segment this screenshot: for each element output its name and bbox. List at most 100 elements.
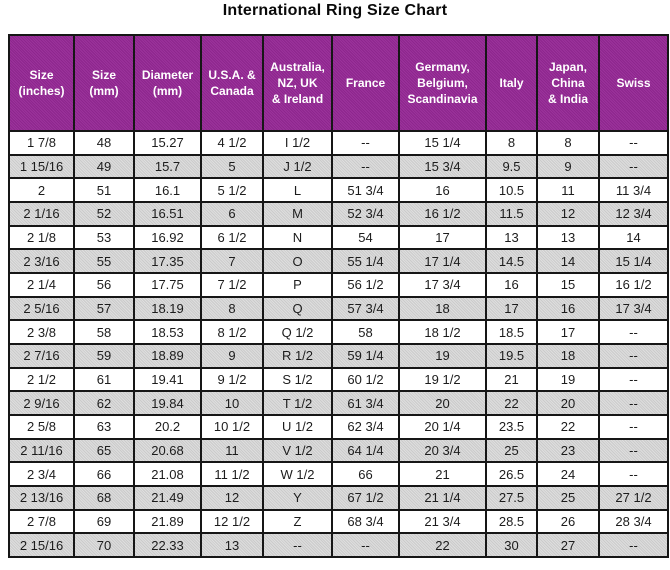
table-cell: 11 3/4 [598,177,669,203]
table-cell: 18 [536,342,600,369]
table-cell: 2 1/16 [8,200,75,227]
table-cell: 11.5 [485,200,538,227]
column-header: France [331,34,400,132]
table-cell: 16 [536,295,600,322]
table-cell: 54 [331,224,400,251]
table-cell: 13 [200,532,264,558]
table-cell: 16 [485,271,538,298]
table-cell: 21.08 [133,461,202,487]
table-cell: -- [598,437,669,464]
table-cell: 1 7/8 [8,130,75,156]
table-cell: 6 [200,200,264,227]
table-cell: 11 [536,177,600,203]
table-cell: 21 [485,366,538,393]
table-cell: 2 [8,177,75,203]
table-cell: 2 3/4 [8,461,75,487]
table-cell: 17 [485,295,538,322]
table-cell: 52 [73,200,135,227]
table-cell: 12 [200,484,264,511]
column-header: Size (inches) [8,34,75,132]
table-cell: 2 3/16 [8,248,75,274]
table-cell: 67 1/2 [331,484,400,511]
table-cell: 19.84 [133,390,202,416]
table-row: 2 1/16 52 16.51 6 M 52 3/4 16 1/2 11.5 12 12 3/4 [8,200,669,227]
table-cell: Y [262,484,333,511]
table-cell: -- [598,461,669,487]
table-cell: 2 5/8 [8,413,75,440]
table-cell: 28.5 [485,508,538,535]
table-cell: 61 [73,366,135,393]
table-cell: 13 [485,224,538,251]
table-cell: 22 [485,390,538,416]
table-cell: 2 1/8 [8,224,75,251]
table-cell: V 1/2 [262,437,333,464]
table-cell: 27.5 [485,484,538,511]
table-row: 2 3/16 55 17.35 7 O 55 1/4 17 1/4 14.5 14 15 1/4 [8,248,669,274]
table-cell: W 1/2 [262,461,333,487]
table-cell: 2 5/16 [8,295,75,322]
table-cell: 17 [536,319,600,345]
table-cell: 49 [73,153,135,180]
table-cell: 18 1/2 [398,319,487,345]
table-cell: L [262,177,333,203]
header-row: Size (inches) Size (mm) Diameter (mm) U.S.A… [8,34,669,132]
table-cell: -- [262,532,333,558]
table-cell: T 1/2 [262,390,333,416]
table-cell: 15 [536,271,600,298]
table-cell: 23.5 [485,413,538,440]
table-row: 2 11/16 65 20.68 11 V 1/2 64 1/4 20 3/4 25 23 -- [8,437,669,464]
table-cell: 10 [200,390,264,416]
table-cell: 18.5 [485,319,538,345]
table-cell: 8 [485,130,538,156]
table-cell: M [262,200,333,227]
table-cell: 15.27 [133,130,202,156]
table-cell: 20 1/4 [398,413,487,440]
table-cell: -- [598,532,669,558]
table-cell: 14 [598,224,669,251]
table-cell: 58 [73,319,135,345]
table-cell: 14 [536,248,600,274]
table-cell: 9 [536,153,600,180]
table-cell: 69 [73,508,135,535]
table-cell: 2 7/16 [8,342,75,369]
table-row: 2 5/16 57 18.19 8 Q 57 3/4 18 17 16 17 3/4 [8,295,669,322]
table-cell: 57 3/4 [331,295,400,322]
table-cell: 65 [73,437,135,464]
table-cell: 61 3/4 [331,390,400,416]
table-cell: 57 [73,295,135,322]
table-cell: -- [598,342,669,369]
table-cell: 48 [73,130,135,156]
table-cell: N [262,224,333,251]
table-row: 2 1/4 56 17.75 7 1/2 P 56 1/2 17 3/4 16 15 16 1/2 [8,271,669,298]
table-cell: I 1/2 [262,130,333,156]
table-row: 2 7/8 69 21.89 12 1/2 Z 68 3/4 21 3/4 28.5 26 28 … [8,508,669,535]
table-cell: 12 1/2 [200,508,264,535]
table-cell: 1 15/16 [8,153,75,180]
table-cell: 17.75 [133,271,202,298]
table-cell: O [262,248,333,274]
table-cell: 2 13/16 [8,484,75,511]
table-cell: 11 1/2 [200,461,264,487]
table-cell: 52 3/4 [331,200,400,227]
table-cell: 12 [536,200,600,227]
table-cell: 27 [536,532,600,558]
table-cell: 53 [73,224,135,251]
table-cell: -- [598,153,669,180]
table-cell: 15 3/4 [398,153,487,180]
table-cell: 26 [536,508,600,535]
table-cell: 62 [73,390,135,416]
table-cell: 58 [331,319,400,345]
table-cell: 6 1/2 [200,224,264,251]
table-cell: 16 1/2 [398,200,487,227]
table-cell: 19.41 [133,366,202,393]
table-body: 1 7/8 48 15.27 4 1/2 I 1/2 -- 15 1/4 8 8 -- 1 15/1… [8,130,669,558]
table-cell: 16 [398,177,487,203]
table-cell: 21.89 [133,508,202,535]
table-cell: 18.53 [133,319,202,345]
table-cell: 2 7/8 [8,508,75,535]
table-cell: -- [331,532,400,558]
column-header: Australia, NZ, UK & Ireland [262,34,333,132]
table-cell: Q [262,295,333,322]
table-cell: 51 [73,177,135,203]
table-cell: 20.68 [133,437,202,464]
